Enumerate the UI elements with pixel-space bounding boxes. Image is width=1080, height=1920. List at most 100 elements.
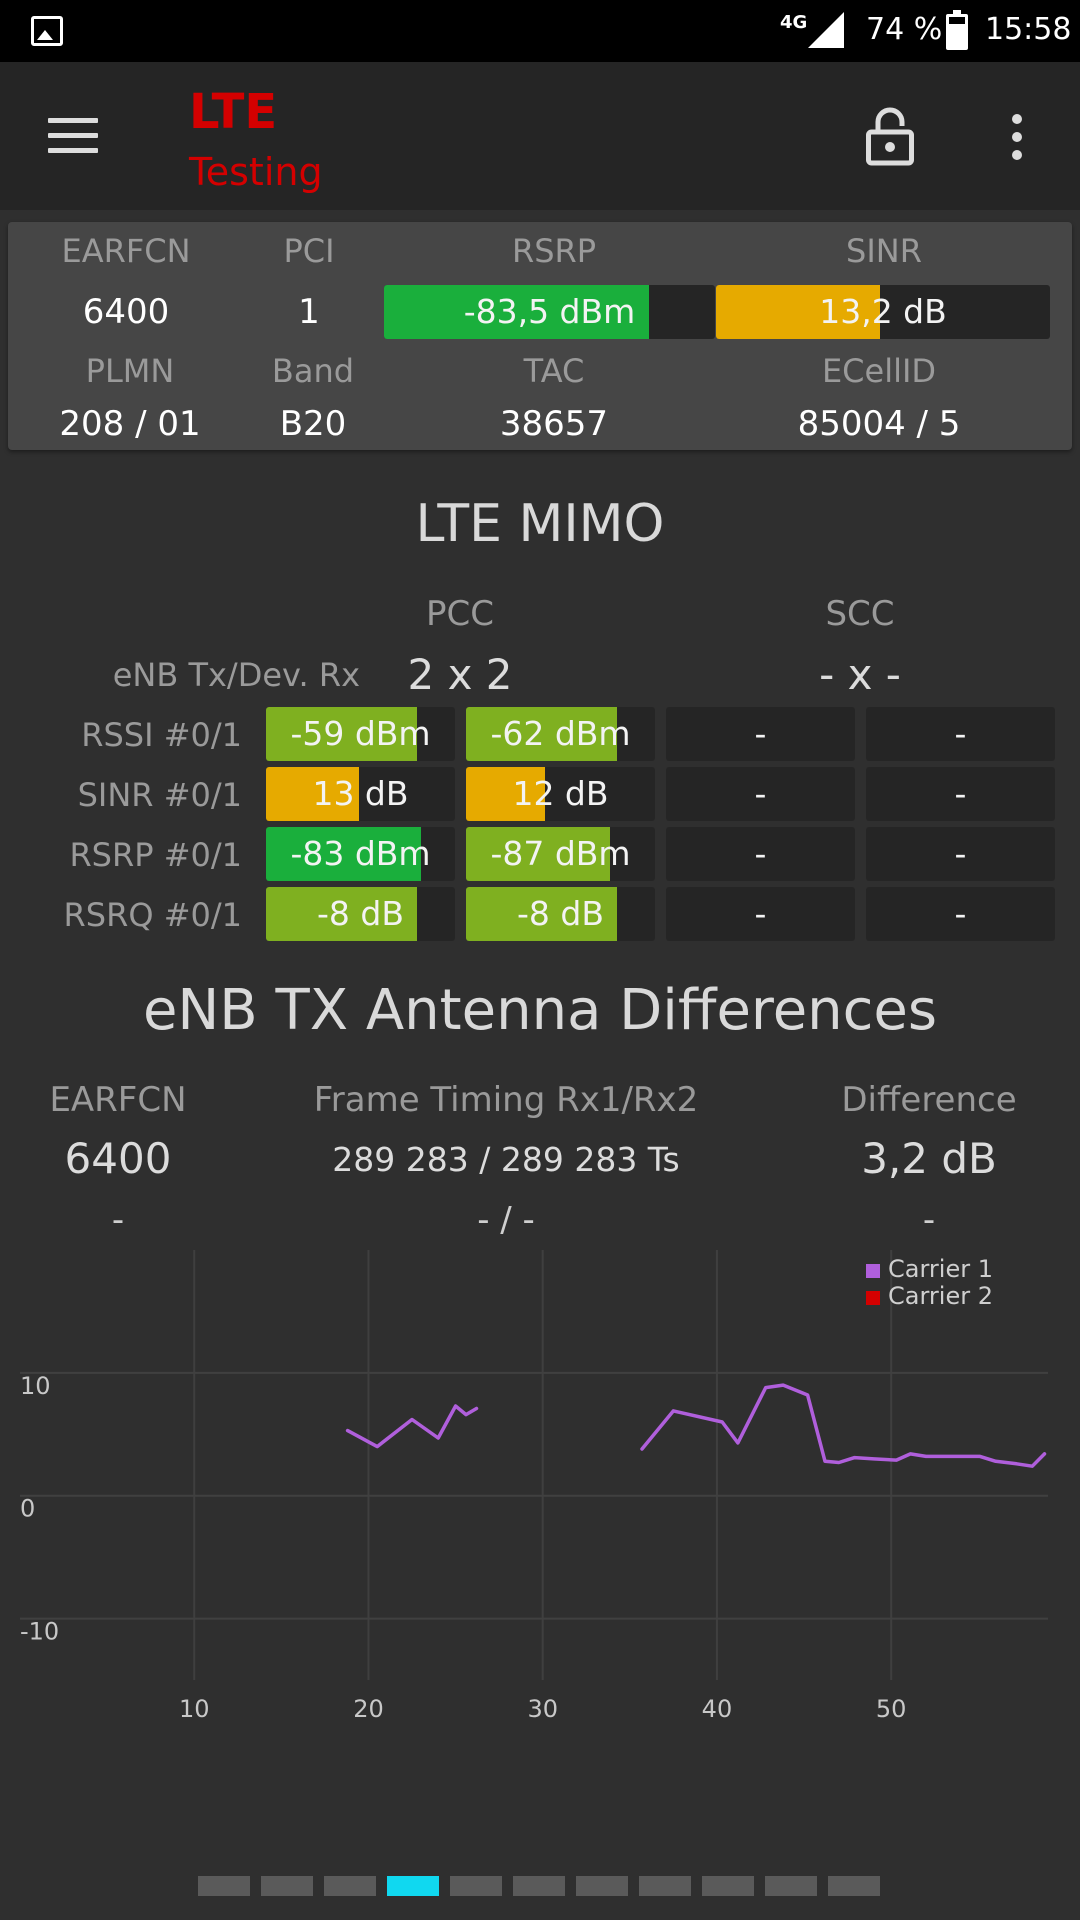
page-indicator-dot[interactable] xyxy=(765,1876,817,1896)
mimo-meter-fill xyxy=(466,767,546,821)
page-indicator-dot[interactable] xyxy=(639,1876,691,1896)
mimo-meter: -62 dBm xyxy=(466,707,655,761)
legend-swatch xyxy=(866,1291,880,1305)
mimo-meter-fill xyxy=(466,827,610,881)
more-options-icon[interactable] xyxy=(1005,114,1029,164)
mimo-meter-value: - xyxy=(954,774,967,813)
mimo-row-label: RSRP #0/1 xyxy=(69,836,242,874)
page-indicator-dot[interactable] xyxy=(828,1876,880,1896)
ad-earfcn-value: 6400 xyxy=(64,1134,172,1183)
hamburger-menu-icon[interactable] xyxy=(48,118,98,154)
mimo-meter-value: -8 dB xyxy=(517,894,604,933)
page-indicator-dot[interactable] xyxy=(576,1876,628,1896)
mimo-meter-value: - xyxy=(954,894,967,933)
mimo-meter: - xyxy=(666,767,855,821)
mimo-meter: - xyxy=(866,767,1055,821)
mimo-meter-value: - xyxy=(754,894,767,933)
mimo-meter-value: - xyxy=(754,714,767,753)
mimo-meter-fill xyxy=(266,887,418,941)
battery-percent: 74 % xyxy=(866,12,943,47)
mimo-meter-value: - xyxy=(954,834,967,873)
ad-earfcn-value-2: - xyxy=(111,1200,125,1240)
app-title: LTE xyxy=(189,84,278,140)
ad-earfcn-label: EARFCN xyxy=(49,1080,187,1120)
ad-timing-value: 289 283 / 289 283 Ts xyxy=(332,1140,680,1179)
band-value: B20 xyxy=(279,404,347,444)
mimo-meter-value: -83 dBm xyxy=(290,834,431,873)
mimo-meter: - xyxy=(866,827,1055,881)
mimo-meter: - xyxy=(866,887,1055,941)
mimo-meter: - xyxy=(866,707,1055,761)
antenna-diff-title: eNB TX Antenna Differences xyxy=(142,978,938,1043)
legend-label: Carrier 1 xyxy=(888,1255,993,1283)
mimo-meter: -87 dBm xyxy=(466,827,655,881)
mimo-meter: -8 dB xyxy=(266,887,455,941)
config-label: eNB Tx/Dev. Rx xyxy=(112,656,360,694)
mimo-row-label: RSSI #0/1 xyxy=(81,716,242,754)
status-bar: 4G 74 % 15:58 xyxy=(0,0,1080,62)
mimo-meter-value: 12 dB xyxy=(512,774,609,813)
serving-cell-card: EARFCN PCI RSRP SINR 6400 1 -83,5 dBm 13… xyxy=(8,222,1072,450)
image-notification-icon xyxy=(31,16,63,46)
x-tick-label: 20 xyxy=(353,1695,384,1723)
ecellid-value: 85004 / 5 xyxy=(797,404,961,444)
unlock-icon[interactable] xyxy=(866,106,914,166)
x-tick-label: 10 xyxy=(179,1695,210,1723)
plmn-value: 208 / 01 xyxy=(59,404,201,444)
mimo-row-label: RSRQ #0/1 xyxy=(63,896,242,934)
ad-difference-value-2: - xyxy=(922,1200,936,1240)
pcc-config: 2 x 2 xyxy=(407,650,513,699)
mimo-meter-fill xyxy=(466,707,618,761)
signal-strength-icon xyxy=(808,12,844,48)
mimo-meter-fill xyxy=(266,767,359,821)
mimo-meter: 13 dB xyxy=(266,767,455,821)
mimo-meter-fill xyxy=(266,707,418,761)
mimo-meter: -8 dB xyxy=(466,887,655,941)
mimo-meter-fill xyxy=(466,887,618,941)
plmn-label: PLMN xyxy=(85,352,175,390)
sinr-value: 13,2 dB xyxy=(819,292,947,331)
sinr-meter-fill xyxy=(716,285,880,339)
ad-timing-label: Frame Timing Rx1/Rx2 xyxy=(313,1080,699,1120)
scc-config: - x - xyxy=(819,650,901,699)
page-indicator-dot[interactable] xyxy=(513,1876,565,1896)
ad-difference-label: Difference xyxy=(841,1080,1017,1120)
legend-swatch xyxy=(866,1264,880,1278)
scc-label: SCC xyxy=(825,594,895,634)
ad-difference-value: 3,2 dB xyxy=(861,1134,997,1183)
legend-item: Carrier 2 xyxy=(866,1283,993,1310)
page-indicator-dot[interactable] xyxy=(324,1876,376,1896)
mimo-meter: - xyxy=(666,827,855,881)
mimo-meter-value: -87 dBm xyxy=(490,834,631,873)
pci-label: PCI xyxy=(283,232,335,270)
page-indicator xyxy=(198,1876,891,1898)
antenna-difference-chart: 10 20 30 40 50 10 0 -10 xyxy=(20,1250,1048,1723)
mimo-meter-value: - xyxy=(754,834,767,873)
page-indicator-dot[interactable] xyxy=(702,1876,754,1896)
earfcn-value: 6400 xyxy=(82,292,170,332)
band-label: Band xyxy=(271,352,355,390)
page-indicator-dot[interactable] xyxy=(450,1876,502,1896)
x-tick-label: 50 xyxy=(876,1695,907,1723)
mimo-meter: - xyxy=(666,707,855,761)
mimo-meter-value: - xyxy=(954,714,967,753)
earfcn-label: EARFCN xyxy=(61,232,191,270)
pcc-label: PCC xyxy=(426,594,494,634)
page-indicator-dot[interactable] xyxy=(198,1876,250,1896)
tac-value: 38657 xyxy=(499,404,609,444)
page-indicator-dot[interactable] xyxy=(261,1876,313,1896)
y-tick-label: 10 xyxy=(20,1372,51,1400)
mimo-meter-value: -59 dBm xyxy=(290,714,431,753)
rsrp-meter-fill xyxy=(384,285,649,339)
page-indicator-dot[interactable] xyxy=(387,1876,439,1896)
mimo-row-label: SINR #0/1 xyxy=(77,776,242,814)
sinr-meter: 13,2 dB xyxy=(716,285,1050,339)
x-tick-label: 40 xyxy=(702,1695,733,1723)
legend-label: Carrier 2 xyxy=(888,1282,993,1310)
series-line xyxy=(345,1404,479,1449)
mimo-meter-fill xyxy=(266,827,421,881)
battery-icon xyxy=(946,10,968,50)
tac-label: TAC xyxy=(523,352,585,390)
clock: 15:58 xyxy=(985,12,1072,47)
y-tick-label: -10 xyxy=(20,1618,59,1646)
